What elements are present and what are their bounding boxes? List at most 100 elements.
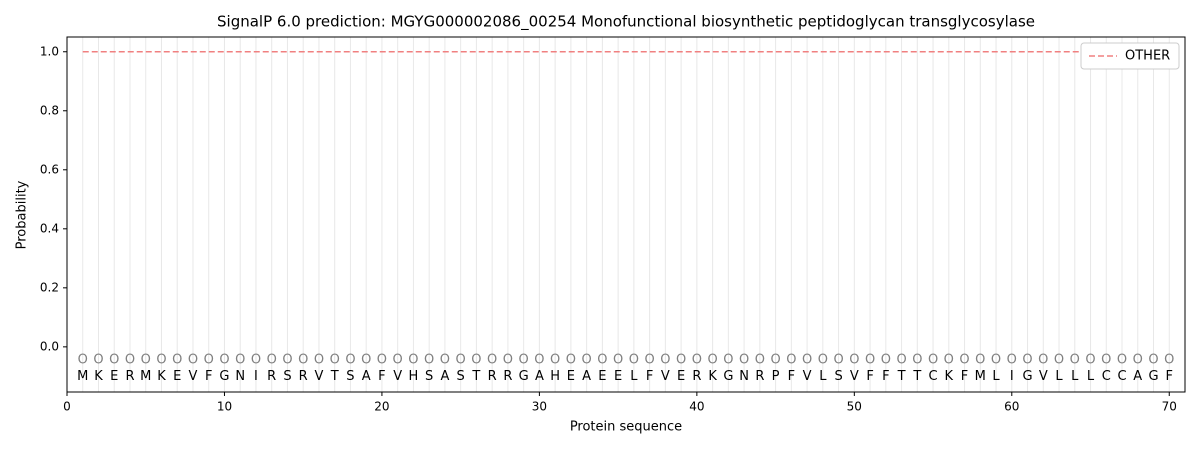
region-label: O	[723, 353, 733, 368]
region-label: O	[1054, 353, 1064, 368]
residue-label: E	[677, 369, 685, 384]
residue-label: L	[630, 369, 638, 384]
region-label: O	[78, 353, 88, 368]
x-tick-label: 70	[1162, 400, 1177, 414]
region-label: O	[251, 353, 261, 368]
region-label: O	[503, 353, 513, 368]
region-label: O	[1022, 353, 1032, 368]
residue-label: S	[457, 369, 465, 384]
region-label: O	[582, 353, 592, 368]
region-label: O	[314, 353, 324, 368]
y-tick-label: 0.0	[40, 339, 59, 353]
residue-label: A	[535, 369, 544, 384]
residue-label: R	[692, 369, 701, 384]
region-label: O	[865, 353, 875, 368]
y-tick-label: 0.6	[40, 162, 59, 176]
region-label: O	[707, 353, 717, 368]
region-label: O	[1148, 353, 1158, 368]
residue-label: F	[788, 369, 795, 384]
residue-label: T	[330, 369, 339, 384]
region-label: O	[235, 353, 245, 368]
region-label: O	[833, 353, 843, 368]
y-tick-label: 0.4	[40, 221, 59, 235]
region-label: O	[802, 353, 812, 368]
region-label: O	[267, 353, 277, 368]
residue-label: K	[708, 369, 717, 384]
region-label: O	[298, 353, 308, 368]
residue-label: R	[267, 369, 276, 384]
residue-label: M	[140, 369, 151, 384]
region-label: O	[629, 353, 639, 368]
residue-label: P	[772, 369, 780, 384]
residue-label: V	[1039, 369, 1048, 384]
region-label: O	[1117, 353, 1127, 368]
region-label: O	[928, 353, 938, 368]
residue-label: I	[254, 369, 258, 384]
residue-label: G	[519, 369, 529, 384]
residue-label: V	[661, 369, 670, 384]
region-label: O	[519, 353, 529, 368]
x-axis-label: Protein sequence	[570, 420, 682, 435]
residue-label: V	[314, 369, 323, 384]
residue-label: G	[1148, 369, 1158, 384]
residue-label: S	[283, 369, 291, 384]
residue-label: V	[803, 369, 812, 384]
region-label: O	[613, 353, 623, 368]
residue-label: F	[882, 369, 889, 384]
residue-label: K	[945, 369, 954, 384]
region-label: O	[393, 353, 403, 368]
residue-label: F	[1166, 369, 1173, 384]
residue-label: G	[723, 369, 733, 384]
residue-label: I	[1010, 369, 1014, 384]
region-label: O	[975, 353, 985, 368]
region-label: O	[786, 353, 796, 368]
region-label: O	[550, 353, 560, 368]
region-label: O	[219, 353, 229, 368]
x-tick-label: 50	[847, 400, 862, 414]
residue-label: R	[125, 369, 134, 384]
y-tick-label: 0.8	[40, 103, 59, 117]
residue-label: L	[1087, 369, 1095, 384]
y-axis-label: Probability	[15, 180, 30, 249]
plot-frame	[66, 36, 1186, 393]
residue-label: T	[897, 369, 906, 384]
region-label: O	[330, 353, 340, 368]
region-label: O	[1007, 353, 1017, 368]
x-tick-label: 10	[217, 400, 232, 414]
x-tick-label: 0	[63, 400, 71, 414]
region-label: O	[1070, 353, 1080, 368]
region-label: O	[109, 353, 119, 368]
residue-label: R	[755, 369, 764, 384]
region-label: O	[849, 353, 859, 368]
region-label: O	[991, 353, 1001, 368]
region-label: O	[408, 353, 418, 368]
residue-label: V	[393, 369, 402, 384]
residue-label: A	[440, 369, 449, 384]
x-tick-label: 60	[1004, 400, 1019, 414]
residue-label: N	[235, 369, 245, 384]
residue-label: R	[299, 369, 308, 384]
region-label: O	[1164, 353, 1174, 368]
region-label: O	[282, 353, 292, 368]
x-tick-label: 30	[532, 400, 547, 414]
residue-label: G	[1022, 369, 1032, 384]
region-label: O	[1133, 353, 1143, 368]
region-label: O	[676, 353, 686, 368]
legend-label: OTHER	[1125, 49, 1170, 64]
region-label: O	[660, 353, 670, 368]
residue-label: T	[912, 369, 921, 384]
region-label: O	[597, 353, 607, 368]
x-tick-label: 40	[689, 400, 704, 414]
legend-box	[1080, 42, 1180, 70]
residue-label: C	[929, 369, 938, 384]
residue-label: S	[425, 369, 433, 384]
region-label: O	[377, 353, 387, 368]
residue-label: H	[409, 369, 419, 384]
residue-label: T	[471, 369, 480, 384]
region-label: O	[645, 353, 655, 368]
region-label: O	[440, 353, 450, 368]
residue-label: A	[362, 369, 371, 384]
region-label: O	[345, 353, 355, 368]
residue-label: A	[582, 369, 591, 384]
region-label: O	[881, 353, 891, 368]
